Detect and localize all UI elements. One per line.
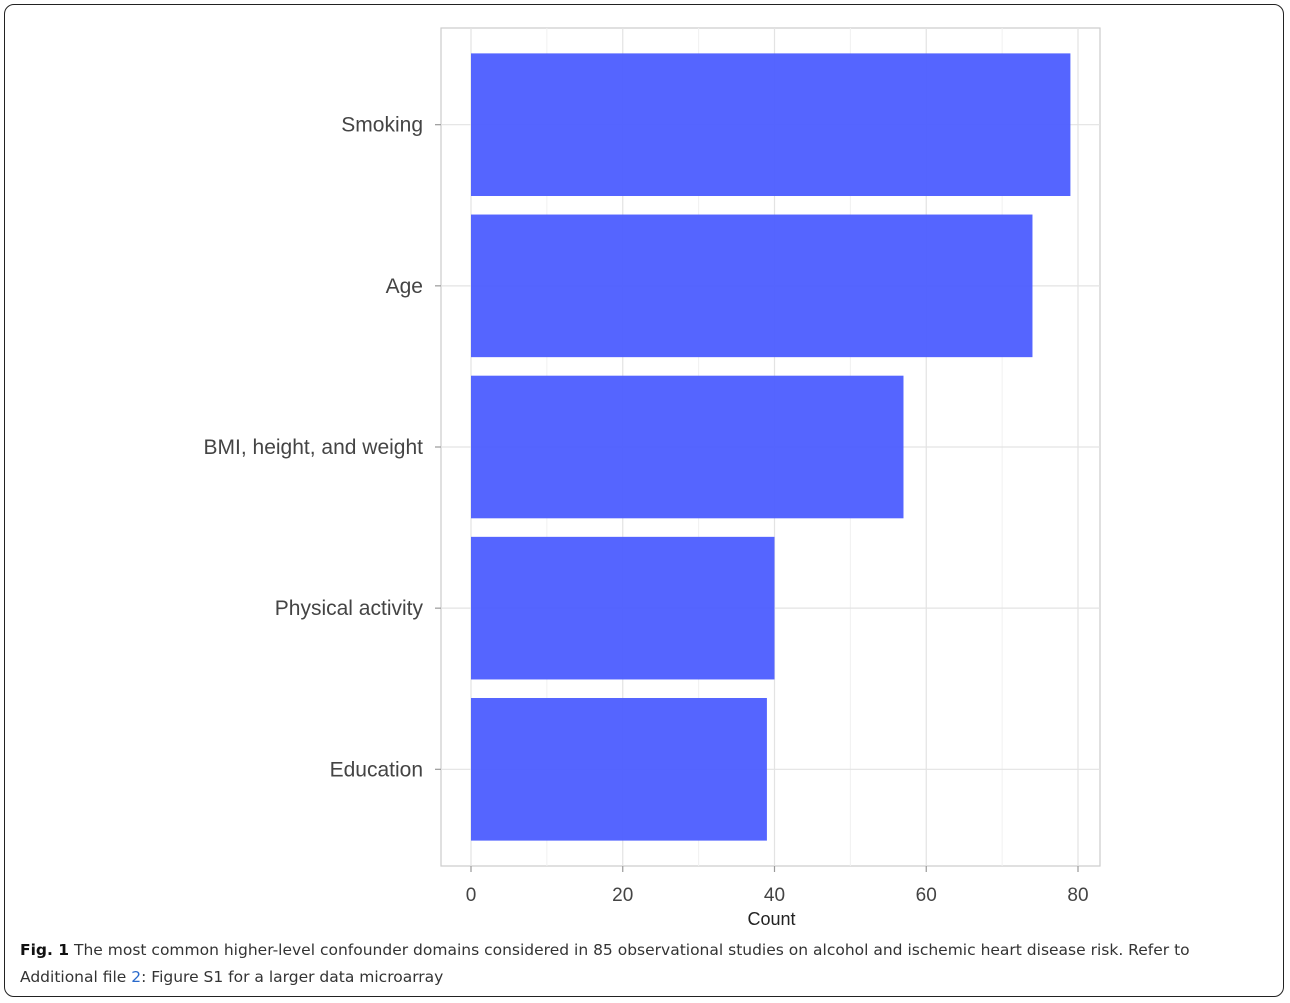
y-axis: Smoking Age BMI, height, and weight Physica… bbox=[204, 114, 441, 781]
figure-caption: Fig. 1 The most common higher-level conf… bbox=[20, 937, 1270, 991]
caption-text-end: : Figure S1 for a larger data microarray bbox=[141, 968, 444, 986]
bars bbox=[471, 53, 1071, 841]
bar bbox=[471, 375, 904, 519]
x-tick-label: 40 bbox=[764, 885, 785, 906]
y-tick-label: BMI, height, and weight bbox=[204, 436, 424, 459]
additional-file-link[interactable]: 2 bbox=[131, 968, 142, 986]
bar bbox=[471, 53, 1071, 197]
bar bbox=[471, 697, 767, 841]
bar bbox=[471, 214, 1033, 358]
y-tick-label: Physical activity bbox=[275, 597, 424, 620]
caption-text: The most common higher-level confounder … bbox=[20, 941, 1190, 986]
y-tick-label: Education bbox=[330, 758, 423, 781]
x-tick-label: 80 bbox=[1067, 885, 1088, 906]
bar bbox=[471, 536, 775, 680]
figure-label: Fig. 1 bbox=[20, 941, 70, 959]
x-axis-title: Count bbox=[747, 909, 795, 929]
x-tick-label: 60 bbox=[916, 885, 937, 906]
x-tick-label: 20 bbox=[612, 885, 633, 906]
x-tick-label: 0 bbox=[466, 885, 477, 906]
y-tick-label: Smoking bbox=[341, 114, 423, 137]
bar-chart: Smoking Age BMI, height, and weight Physica… bbox=[204, 27, 1101, 929]
y-tick-label: Age bbox=[386, 275, 423, 298]
x-axis: 0 20 40 60 80 bbox=[466, 866, 1089, 906]
